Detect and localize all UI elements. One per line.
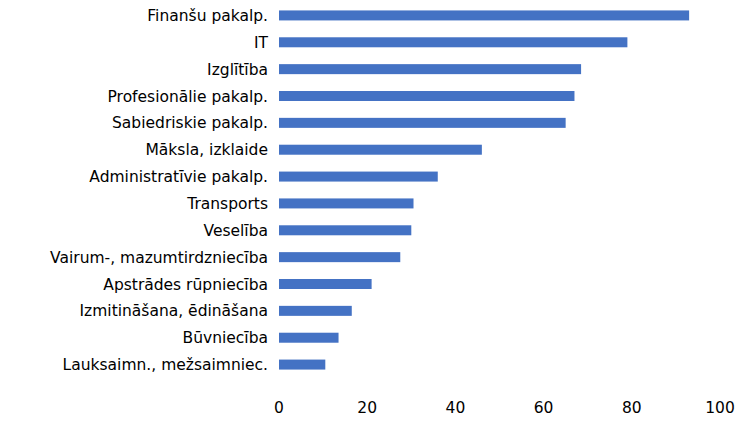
category-label: Profesionālie pakalp. <box>108 88 268 106</box>
category-label: Veselība <box>204 222 269 240</box>
category-label: Administratīvie pakalp. <box>89 168 268 186</box>
tick-label: 40 <box>446 399 466 417</box>
category-label: IT <box>254 34 269 52</box>
bar <box>279 10 689 20</box>
bar <box>279 333 339 343</box>
tick-label: 80 <box>622 399 642 417</box>
category-label: Būvniecība <box>183 329 268 347</box>
bar <box>279 225 411 235</box>
tick-label: 100 <box>705 399 735 417</box>
bar <box>279 198 414 208</box>
chart-svg: Finanšu pakalp. IT Izglītība Profesionālie … <box>0 0 750 426</box>
bar <box>279 252 400 262</box>
tick-label: 20 <box>357 399 377 417</box>
category-label: Lauksaimn., mežsaimniec. <box>63 356 268 374</box>
category-label: Izmitināšana, ēdināšana <box>80 302 268 320</box>
category-label: Finanšu pakalp. <box>147 7 268 25</box>
bar <box>279 145 482 155</box>
category-label: Māksla, izklaide <box>146 141 269 159</box>
category-label: Vairum-, mazumtirdzniecība <box>50 249 268 267</box>
chart-container: Finanšu pakalp. IT Izglītība Profesionālie … <box>0 0 750 426</box>
bar <box>279 91 574 101</box>
bar <box>279 37 627 47</box>
bar <box>279 360 325 370</box>
bars <box>279 10 689 369</box>
tick-label: 0 <box>274 399 284 417</box>
category-label: Izglītība <box>207 61 268 79</box>
bar <box>279 118 566 128</box>
bar <box>279 279 372 289</box>
bar <box>279 64 581 74</box>
bar <box>279 172 438 182</box>
tick-label: 60 <box>534 399 554 417</box>
category-label: Apstrādes rūpniecība <box>103 276 268 294</box>
category-label: Transports <box>186 195 268 213</box>
category-label: Sabiedriskie pakalp. <box>112 114 268 132</box>
bar <box>279 306 352 316</box>
